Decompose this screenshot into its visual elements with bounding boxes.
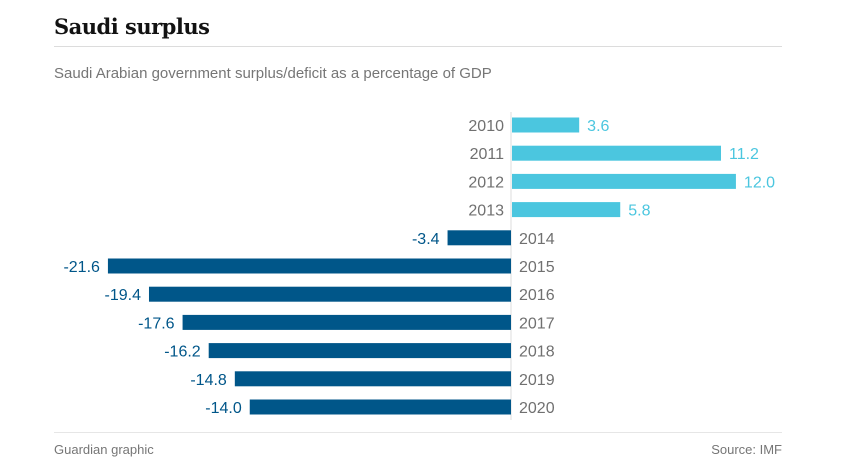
bar-2011 (512, 145, 721, 161)
value-label: 5.8 (628, 203, 650, 220)
credit-label: Guardian graphic (54, 442, 154, 457)
source-label: Source: IMF (711, 442, 782, 457)
year-label: 2012 (468, 174, 504, 191)
year-label: 2018 (519, 344, 555, 361)
bar-2015 (107, 258, 511, 274)
year-label: 2014 (519, 231, 555, 248)
year-label: 2020 (519, 400, 555, 417)
value-label: -14.0 (205, 400, 242, 417)
value-label: -3.4 (412, 231, 440, 248)
year-label: 2015 (519, 259, 555, 276)
bar-2018 (208, 343, 512, 359)
year-label: 2013 (468, 203, 504, 220)
chart-subtitle: Saudi Arabian government surplus/deficit… (54, 65, 492, 82)
year-label: 2010 (468, 118, 504, 135)
bar-2010 (512, 117, 580, 133)
year-label: 2011 (470, 146, 505, 163)
bar-2012 (512, 173, 736, 189)
value-label: -17.6 (138, 315, 175, 332)
year-label: 2016 (519, 287, 555, 304)
footer-divider (54, 432, 782, 433)
value-label: 12.0 (744, 174, 775, 191)
bar-2020 (249, 399, 511, 415)
bar-2019 (234, 371, 512, 387)
title-divider (54, 46, 782, 47)
value-label: -19.4 (105, 287, 142, 304)
bar-2013 (512, 202, 621, 218)
bar-2017 (182, 314, 512, 330)
chart-title: Saudi surplus (54, 14, 210, 39)
value-label: -21.6 (63, 259, 100, 276)
year-label: 2017 (519, 315, 555, 332)
value-label: -14.8 (190, 372, 227, 389)
bar-2014 (447, 230, 511, 246)
value-label: 3.6 (587, 118, 609, 135)
value-label: 11.2 (729, 146, 759, 163)
value-label: -16.2 (164, 344, 201, 361)
year-label: 2019 (519, 372, 555, 389)
bar-2016 (148, 286, 511, 302)
